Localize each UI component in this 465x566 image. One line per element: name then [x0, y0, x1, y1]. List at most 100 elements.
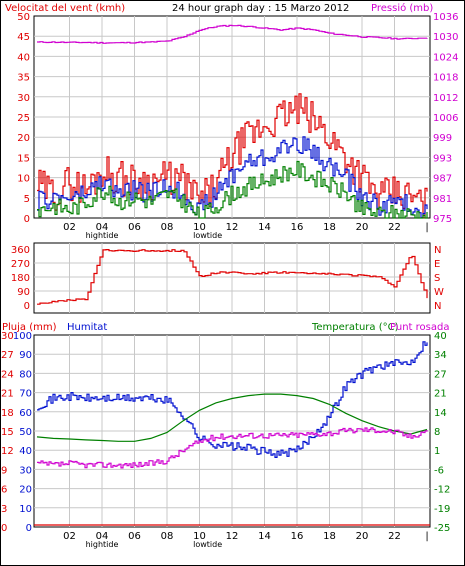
pressure-tick-label: 1036 [433, 12, 458, 23]
compass-tick-label: S [434, 273, 440, 284]
wind-tick-label: 25 [17, 113, 30, 124]
wind-tick-label: 15 [17, 153, 30, 164]
humidity-tick-label: 70 [19, 389, 32, 400]
direction-tick-label: 270 [11, 259, 30, 270]
direction-tick-label: 90 [17, 287, 30, 298]
rain-tick-label: 27 [1, 350, 14, 361]
pressure-tick-label: 1006 [433, 113, 458, 124]
hour-tick-label: 20 [356, 222, 369, 233]
hour-tick-label: 22 [388, 531, 401, 542]
wind-tick-label: 40 [17, 52, 30, 63]
hour-tick-label: 14 [258, 222, 271, 233]
pressure-tick-label: 1018 [433, 73, 458, 84]
wind-tick-label: 45 [17, 32, 30, 43]
temperature-tick-label: 34 [434, 350, 447, 361]
temperature-tick-label: 21 [434, 389, 447, 400]
humidity-axis-label: Humitat [67, 322, 107, 333]
wind-tick-label: 50 [17, 12, 30, 23]
pressure-tick-label: 1030 [433, 32, 458, 43]
temperature-tick-label: -19 [434, 504, 450, 515]
compass-tick-label: W [434, 287, 444, 298]
series-line-red [37, 93, 428, 219]
hour-tick-end: | [425, 531, 428, 542]
hightide-label: hightide [86, 540, 119, 549]
humidity-tick-label: 90 [19, 350, 32, 361]
hour-tick-label: 14 [258, 531, 271, 542]
humidity-tick-label: 10 [19, 504, 32, 515]
hour-tick-end: | [425, 222, 428, 233]
rain-tick-label: 21 [1, 389, 14, 400]
temperature-tick-label: -12 [434, 485, 450, 496]
hour-tick-label: 02 [63, 222, 76, 233]
pressure-tick-label: 999 [433, 133, 452, 144]
series-line-magenta [37, 24, 428, 44]
hour-tick-label: 20 [356, 531, 369, 542]
hour-tick-label: 18 [323, 531, 336, 542]
pressure-tick-label: 987 [433, 174, 452, 185]
humidity-tick-label: 50 [19, 427, 32, 438]
hour-tick-label: 08 [161, 222, 174, 233]
wind-tick-label: 35 [17, 73, 30, 84]
temperature-tick-label: 1 [434, 446, 440, 457]
rain-axis-label: Pluja (mm) [2, 322, 57, 333]
temperature-tick-label: 27 [434, 369, 447, 380]
hour-tick-label: 12 [226, 222, 239, 233]
compass-tick-label: N [434, 301, 441, 312]
wind-tick-label: 10 [17, 174, 30, 185]
pressure-tick-label: 975 [433, 214, 452, 225]
lowtide-label: lowtide [193, 231, 222, 240]
hour-tick-label: 16 [291, 222, 304, 233]
dewpoint-axis-label: Punt rosada [390, 322, 449, 333]
wind-axis-label: Velocitat del vent (kmh) [5, 3, 125, 14]
temperature-axis-label: Temperatura (°C) [311, 322, 399, 333]
wind-tick-label: 30 [17, 93, 30, 104]
direction-tick-label: 0 [24, 301, 30, 312]
humidity-tick-label: 30 [19, 465, 32, 476]
rain-tick-label: 15 [1, 427, 14, 438]
pressure-tick-label: 981 [433, 194, 452, 205]
direction-tick-label: 180 [11, 273, 30, 284]
humidity-tick-label: 60 [19, 408, 32, 419]
series-line-green [37, 160, 428, 219]
rain-tick-label: 3 [1, 504, 7, 515]
wind-tick-label: 5 [24, 194, 30, 205]
pressure-tick-label: 1012 [433, 93, 458, 104]
rain-tick-label: 0 [1, 523, 7, 534]
hour-tick-label: 06 [128, 531, 141, 542]
rain-tick-label: 12 [1, 446, 14, 457]
hightide-label: hightide [86, 231, 119, 240]
compass-tick-label: E [434, 259, 440, 270]
series-line-green [36, 393, 428, 442]
wind-tick-label: 0 [24, 214, 30, 225]
hour-tick-label: 08 [161, 531, 174, 542]
series-line-blue [37, 341, 428, 458]
temperature-tick-label: 8 [434, 427, 440, 438]
compass-tick-label: N [434, 245, 441, 256]
series-line-magenta [37, 427, 428, 469]
wind-tick-label: 20 [17, 133, 30, 144]
hour-tick-label: 02 [63, 531, 76, 542]
rain-tick-label: 18 [1, 408, 14, 419]
pressure-tick-label: 1024 [433, 52, 458, 63]
hour-tick-label: 16 [291, 531, 304, 542]
panels: 0510152025303540455097598198799399910061… [1, 12, 458, 549]
temperature-tick-label: 40 [434, 331, 447, 342]
hour-tick-label: 18 [323, 222, 336, 233]
lowtide-label: lowtide [193, 540, 222, 549]
temperature-tick-label: -25 [434, 523, 450, 534]
hour-tick-label: 12 [226, 531, 239, 542]
direction-tick-label: 360 [11, 245, 30, 256]
hour-tick-label: 04 [96, 531, 109, 542]
hour-tick-label: 10 [193, 222, 206, 233]
chart-title: 24 hour graph day : 15 Marzo 2012 [172, 3, 349, 14]
humidity-tick-label: 0 [26, 523, 32, 534]
pressure-tick-label: 993 [433, 153, 452, 164]
rain-tick-label: 24 [1, 369, 14, 380]
rain-tick-label: 9 [1, 465, 7, 476]
humidity-tick-label: 100 [13, 331, 32, 342]
hour-tick-label: 04 [96, 222, 109, 233]
series-line-direction [37, 249, 428, 305]
pressure-axis-label: Pressió (mb) [371, 2, 433, 14]
humidity-tick-label: 40 [19, 446, 32, 457]
